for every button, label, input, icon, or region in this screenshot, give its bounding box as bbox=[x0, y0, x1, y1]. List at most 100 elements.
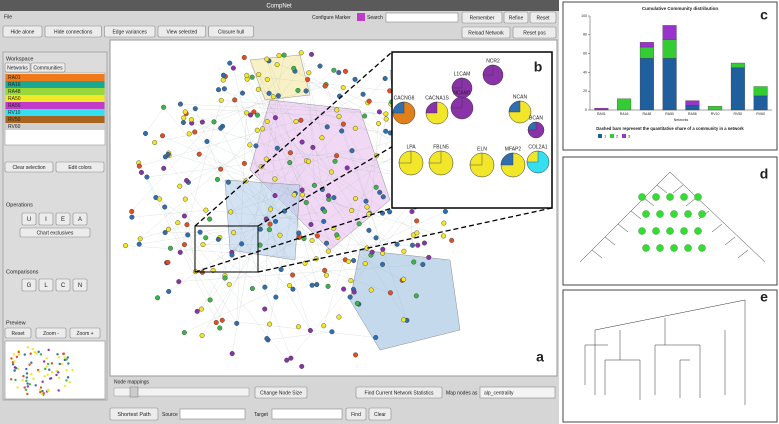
search-box[interactable] bbox=[385, 12, 459, 23]
bar-segment bbox=[639, 42, 654, 48]
button[interactable] bbox=[355, 386, 443, 399]
button[interactable] bbox=[368, 407, 392, 421]
node bbox=[263, 156, 269, 162]
button[interactable] bbox=[69, 327, 101, 339]
button[interactable] bbox=[72, 278, 88, 292]
node bbox=[353, 352, 359, 358]
source-box[interactable] bbox=[179, 408, 246, 420]
x-tick-label: RA50 bbox=[665, 112, 674, 116]
edge bbox=[308, 161, 367, 202]
node bbox=[415, 242, 421, 248]
button[interactable] bbox=[254, 386, 308, 399]
node bbox=[272, 176, 278, 182]
node bbox=[155, 295, 161, 301]
node bbox=[303, 199, 309, 205]
network-row[interactable] bbox=[5, 74, 105, 81]
network-row[interactable] bbox=[5, 109, 105, 116]
slider-track[interactable] bbox=[113, 387, 250, 397]
button-label: Reset bbox=[536, 15, 550, 21]
edge bbox=[234, 99, 311, 331]
button[interactable] bbox=[21, 212, 37, 226]
node bbox=[129, 214, 135, 220]
button[interactable] bbox=[104, 25, 156, 38]
button[interactable] bbox=[2, 25, 43, 38]
node bbox=[218, 125, 224, 131]
node bbox=[317, 63, 323, 69]
node bbox=[309, 282, 315, 288]
button[interactable] bbox=[21, 278, 37, 292]
preview-node bbox=[32, 377, 35, 381]
node bbox=[221, 86, 227, 92]
edge bbox=[184, 211, 446, 333]
node bbox=[284, 357, 290, 363]
button[interactable] bbox=[512, 26, 557, 39]
button[interactable] bbox=[35, 327, 67, 339]
button[interactable] bbox=[4, 161, 54, 173]
button[interactable] bbox=[157, 25, 207, 38]
preview-node bbox=[26, 392, 29, 396]
button[interactable] bbox=[55, 278, 71, 292]
node bbox=[200, 242, 206, 248]
node bbox=[373, 335, 379, 341]
node bbox=[157, 196, 163, 202]
button[interactable] bbox=[461, 11, 503, 24]
edge bbox=[295, 193, 300, 237]
node bbox=[162, 230, 168, 236]
preview-node bbox=[50, 371, 54, 374]
button[interactable] bbox=[345, 407, 367, 421]
button[interactable] bbox=[19, 227, 91, 238]
node bbox=[220, 72, 226, 78]
preview-node bbox=[12, 353, 16, 356]
preview-node bbox=[16, 386, 19, 389]
node bbox=[182, 196, 188, 202]
button[interactable] bbox=[529, 11, 557, 24]
network-row[interactable] bbox=[5, 95, 105, 102]
preview-node bbox=[65, 369, 68, 372]
button[interactable] bbox=[38, 278, 54, 292]
node bbox=[287, 283, 293, 289]
network-row[interactable] bbox=[5, 116, 105, 123]
node bbox=[177, 183, 183, 189]
preview-node bbox=[41, 380, 44, 383]
preview-node bbox=[26, 382, 29, 385]
bar-segment bbox=[662, 39, 677, 59]
dropdown[interactable] bbox=[479, 386, 556, 399]
bar-segment bbox=[730, 62, 745, 68]
button[interactable] bbox=[109, 407, 159, 421]
button[interactable] bbox=[4, 62, 31, 73]
network-row[interactable] bbox=[5, 88, 105, 95]
preview-node bbox=[50, 362, 54, 365]
edge bbox=[323, 101, 392, 326]
network-row[interactable] bbox=[5, 102, 105, 109]
tree-node bbox=[670, 210, 678, 218]
preview-node bbox=[67, 362, 70, 365]
node bbox=[254, 127, 260, 133]
network-row[interactable] bbox=[5, 123, 105, 130]
button[interactable] bbox=[30, 62, 66, 73]
button[interactable] bbox=[55, 161, 105, 173]
node bbox=[344, 165, 350, 171]
button[interactable] bbox=[461, 26, 511, 39]
button[interactable] bbox=[4, 327, 32, 339]
preview-node bbox=[34, 384, 37, 387]
node bbox=[376, 121, 382, 127]
node bbox=[373, 184, 379, 190]
button[interactable] bbox=[503, 11, 529, 24]
button[interactable] bbox=[72, 212, 88, 226]
slider-thumb[interactable] bbox=[129, 386, 139, 398]
edge bbox=[194, 131, 267, 220]
button-label: Networks bbox=[7, 65, 28, 71]
x-tick-label: RA01 bbox=[597, 112, 606, 116]
pie-slice bbox=[500, 152, 514, 166]
button[interactable] bbox=[55, 212, 71, 226]
button[interactable] bbox=[44, 25, 102, 38]
button[interactable] bbox=[208, 25, 254, 38]
target-box[interactable] bbox=[271, 408, 343, 420]
network-row[interactable] bbox=[5, 81, 105, 88]
node bbox=[299, 187, 305, 193]
node bbox=[273, 218, 279, 224]
node bbox=[264, 56, 270, 62]
node bbox=[255, 112, 261, 118]
button[interactable] bbox=[38, 212, 54, 226]
label: Source bbox=[162, 412, 178, 418]
